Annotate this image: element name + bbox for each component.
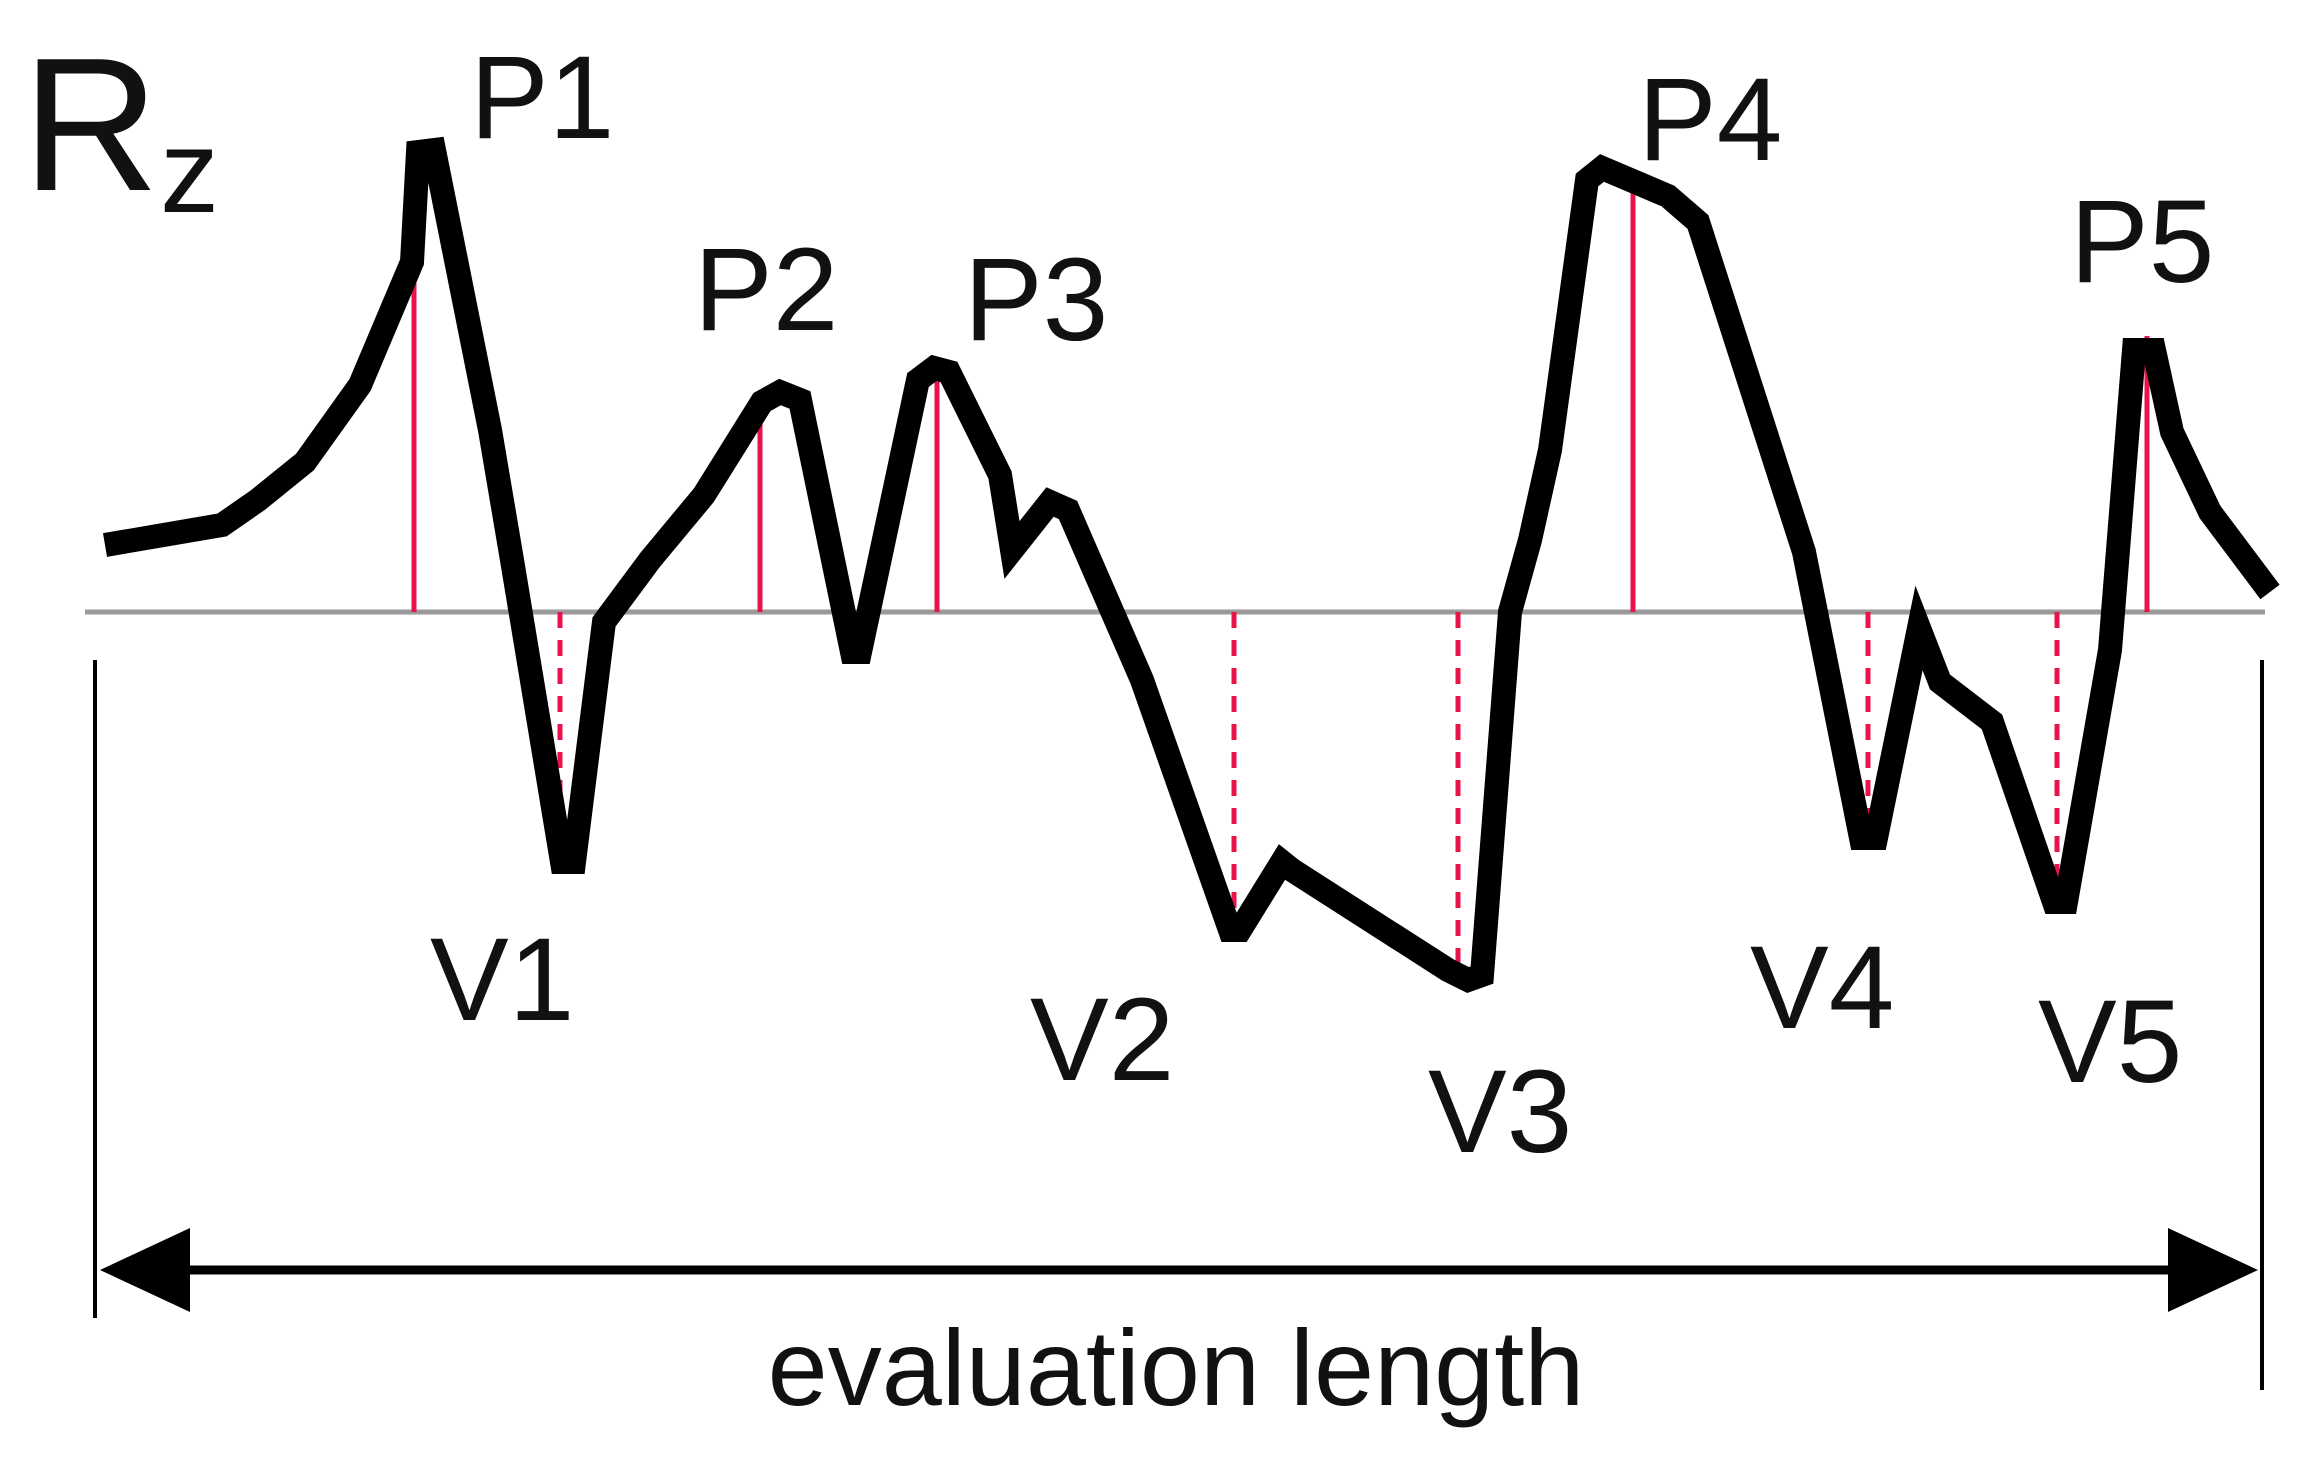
peak-label-p4: P4 — [1638, 54, 1782, 186]
valley-label-v3: V3 — [1428, 1046, 1572, 1178]
profile-curve — [102, 136, 2280, 994]
arrow-left-head — [100, 1228, 190, 1312]
valley-label-v4: V4 — [1750, 922, 1894, 1054]
peak-label-p1: P1 — [470, 32, 614, 164]
valley-label-v1: V1 — [430, 914, 574, 1046]
evaluation-length-label: evaluation length — [768, 1307, 1585, 1428]
peak-label-p2: P2 — [694, 224, 838, 356]
peak-label-p3: P3 — [964, 234, 1108, 366]
arrow-right-head — [2168, 1228, 2258, 1312]
valley-label-v2: V2 — [1030, 974, 1174, 1106]
valley-label-v5: V5 — [2038, 976, 2182, 1108]
title-subscript: z — [160, 106, 219, 238]
title-letter: R — [22, 19, 159, 231]
peak-label-p5: P5 — [2070, 176, 2214, 308]
